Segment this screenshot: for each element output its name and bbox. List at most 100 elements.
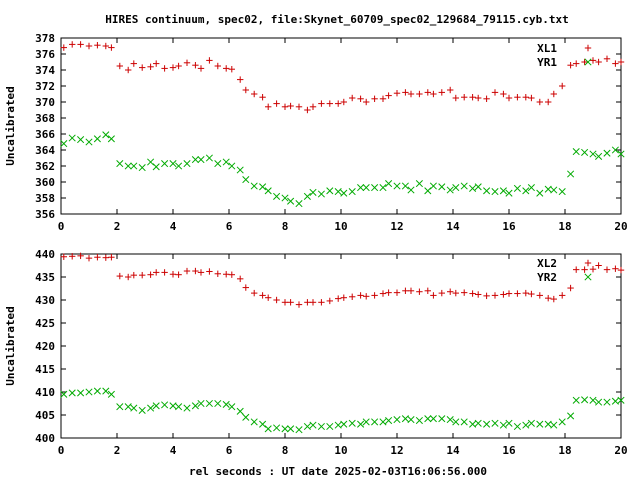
y-tick-label: 378: [35, 32, 55, 45]
data-point: [197, 269, 205, 276]
data-point: [93, 135, 101, 143]
data-point: [303, 422, 311, 431]
data-point: [357, 184, 365, 192]
y-tick-label: 374: [35, 64, 55, 77]
y-tick-label: 358: [35, 192, 55, 205]
y-tick-label: 364: [35, 144, 55, 157]
y-tick-label: 376: [35, 48, 55, 61]
data-point: [469, 184, 477, 192]
data-point: [536, 189, 544, 197]
data-point: [326, 297, 333, 305]
data-point: [499, 421, 507, 429]
data-point: [334, 421, 342, 429]
data-point: [169, 402, 177, 410]
data-point: [581, 58, 588, 66]
data-point: [250, 418, 258, 426]
data-point: [68, 389, 76, 397]
data-point: [147, 404, 155, 412]
data-point: [318, 299, 325, 306]
data-point: [452, 289, 459, 297]
data-point: [295, 426, 303, 434]
data-point: [452, 418, 460, 426]
x-tick-label: 20: [614, 444, 627, 457]
data-point: [340, 294, 347, 301]
data-point: [567, 284, 574, 292]
y-axis-label: Uncalibrated: [4, 86, 17, 165]
data-point: [528, 290, 535, 298]
data-point: [153, 269, 160, 276]
data-point: [287, 425, 295, 433]
data-point: [430, 90, 437, 98]
y-tick-label: 425: [35, 317, 55, 330]
data-point: [415, 416, 423, 425]
data-point: [304, 106, 311, 114]
data-point: [362, 184, 370, 192]
data-point: [500, 90, 507, 98]
x-tick-label: 4: [170, 220, 177, 233]
data-point: [192, 62, 199, 69]
data-point: [94, 254, 101, 261]
data-point: [379, 418, 387, 426]
data-point: [491, 188, 499, 196]
data-point: [595, 262, 602, 269]
data-point: [153, 60, 160, 67]
top-panel: 356 358 360 362 364 366 368 370 372 374 376 378 0 2 4 6…: [4, 32, 628, 233]
data-point: [317, 422, 325, 431]
data-point: [438, 415, 446, 423]
data-point: [169, 64, 177, 71]
data-point: [265, 294, 272, 301]
data-point: [474, 183, 482, 191]
data-point: [85, 388, 93, 396]
y-tick-label: 372: [35, 80, 55, 93]
data-point: [318, 100, 325, 107]
data-point: [228, 403, 236, 411]
data-point: [483, 292, 490, 300]
data-point: [617, 150, 625, 158]
data-point: [429, 415, 437, 423]
data-point: [357, 292, 364, 299]
data-point: [544, 420, 552, 428]
data-point: [603, 55, 611, 62]
data-point: [214, 270, 221, 277]
data-point: [130, 404, 138, 412]
data-point: [363, 98, 370, 106]
data-point: [77, 136, 85, 144]
legend-marker: [584, 58, 592, 66]
data-point: [317, 190, 325, 198]
data-point: [446, 186, 454, 194]
data-point: [349, 94, 356, 102]
data-point: [191, 402, 199, 410]
data-point: [385, 289, 392, 296]
x-tick-label: 6: [226, 220, 233, 233]
data-point: [550, 295, 557, 303]
data-point: [505, 290, 513, 297]
data-point: [545, 98, 552, 106]
x-tick-label: 2: [114, 444, 121, 457]
data-point: [222, 400, 230, 408]
data-point: [222, 158, 230, 166]
x-tick-label: 16: [502, 220, 516, 233]
data-point: [371, 292, 378, 299]
data-point: [559, 292, 566, 299]
data-point: [242, 86, 249, 94]
x-tick-label: 16: [502, 444, 516, 457]
data-point: [617, 266, 625, 274]
data-point: [401, 415, 409, 423]
y-tick-label: 366: [35, 128, 55, 141]
data-point: [603, 398, 611, 406]
data-point: [223, 271, 230, 278]
series-YR1: [60, 131, 625, 208]
data-point: [93, 387, 101, 395]
data-point: [214, 399, 222, 408]
data-point: [85, 42, 93, 50]
data-point: [460, 418, 468, 426]
data-point: [223, 65, 230, 72]
data-point: [363, 293, 370, 300]
data-point: [581, 396, 589, 404]
data-point: [379, 184, 387, 192]
data-point: [125, 66, 132, 74]
data-point: [558, 418, 566, 426]
data-point: [402, 89, 409, 96]
data-point: [335, 100, 342, 107]
data-point: [295, 200, 303, 208]
